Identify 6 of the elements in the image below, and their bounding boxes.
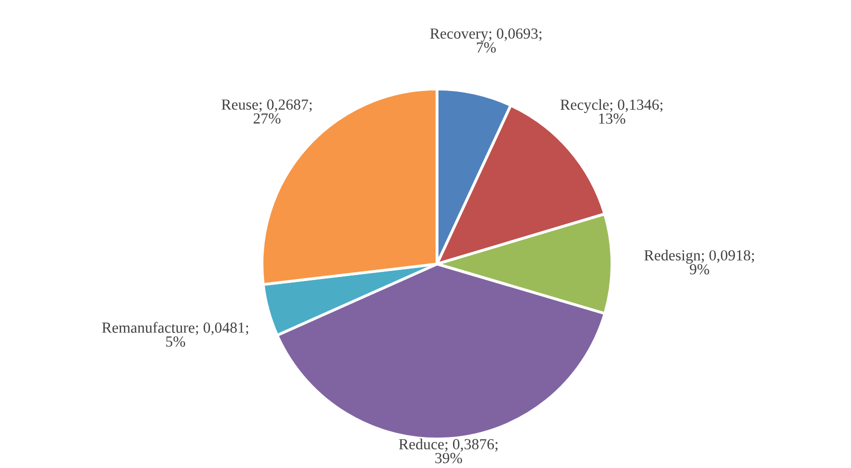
slice-label: Redesign; 0,0918; 9%: [644, 250, 754, 274]
slice-label: Reduce; 0,3876; 39%: [398, 438, 498, 464]
slice-label: Recovery; 0,0693; 7%: [430, 28, 542, 53]
slice-label: Remanufacture; 0,0481; 5%: [102, 322, 248, 347]
slice-label: Reuse; 0,2687; 27%: [222, 99, 312, 124]
slice-label: Recycle; 0,1346; 13%: [560, 99, 662, 124]
